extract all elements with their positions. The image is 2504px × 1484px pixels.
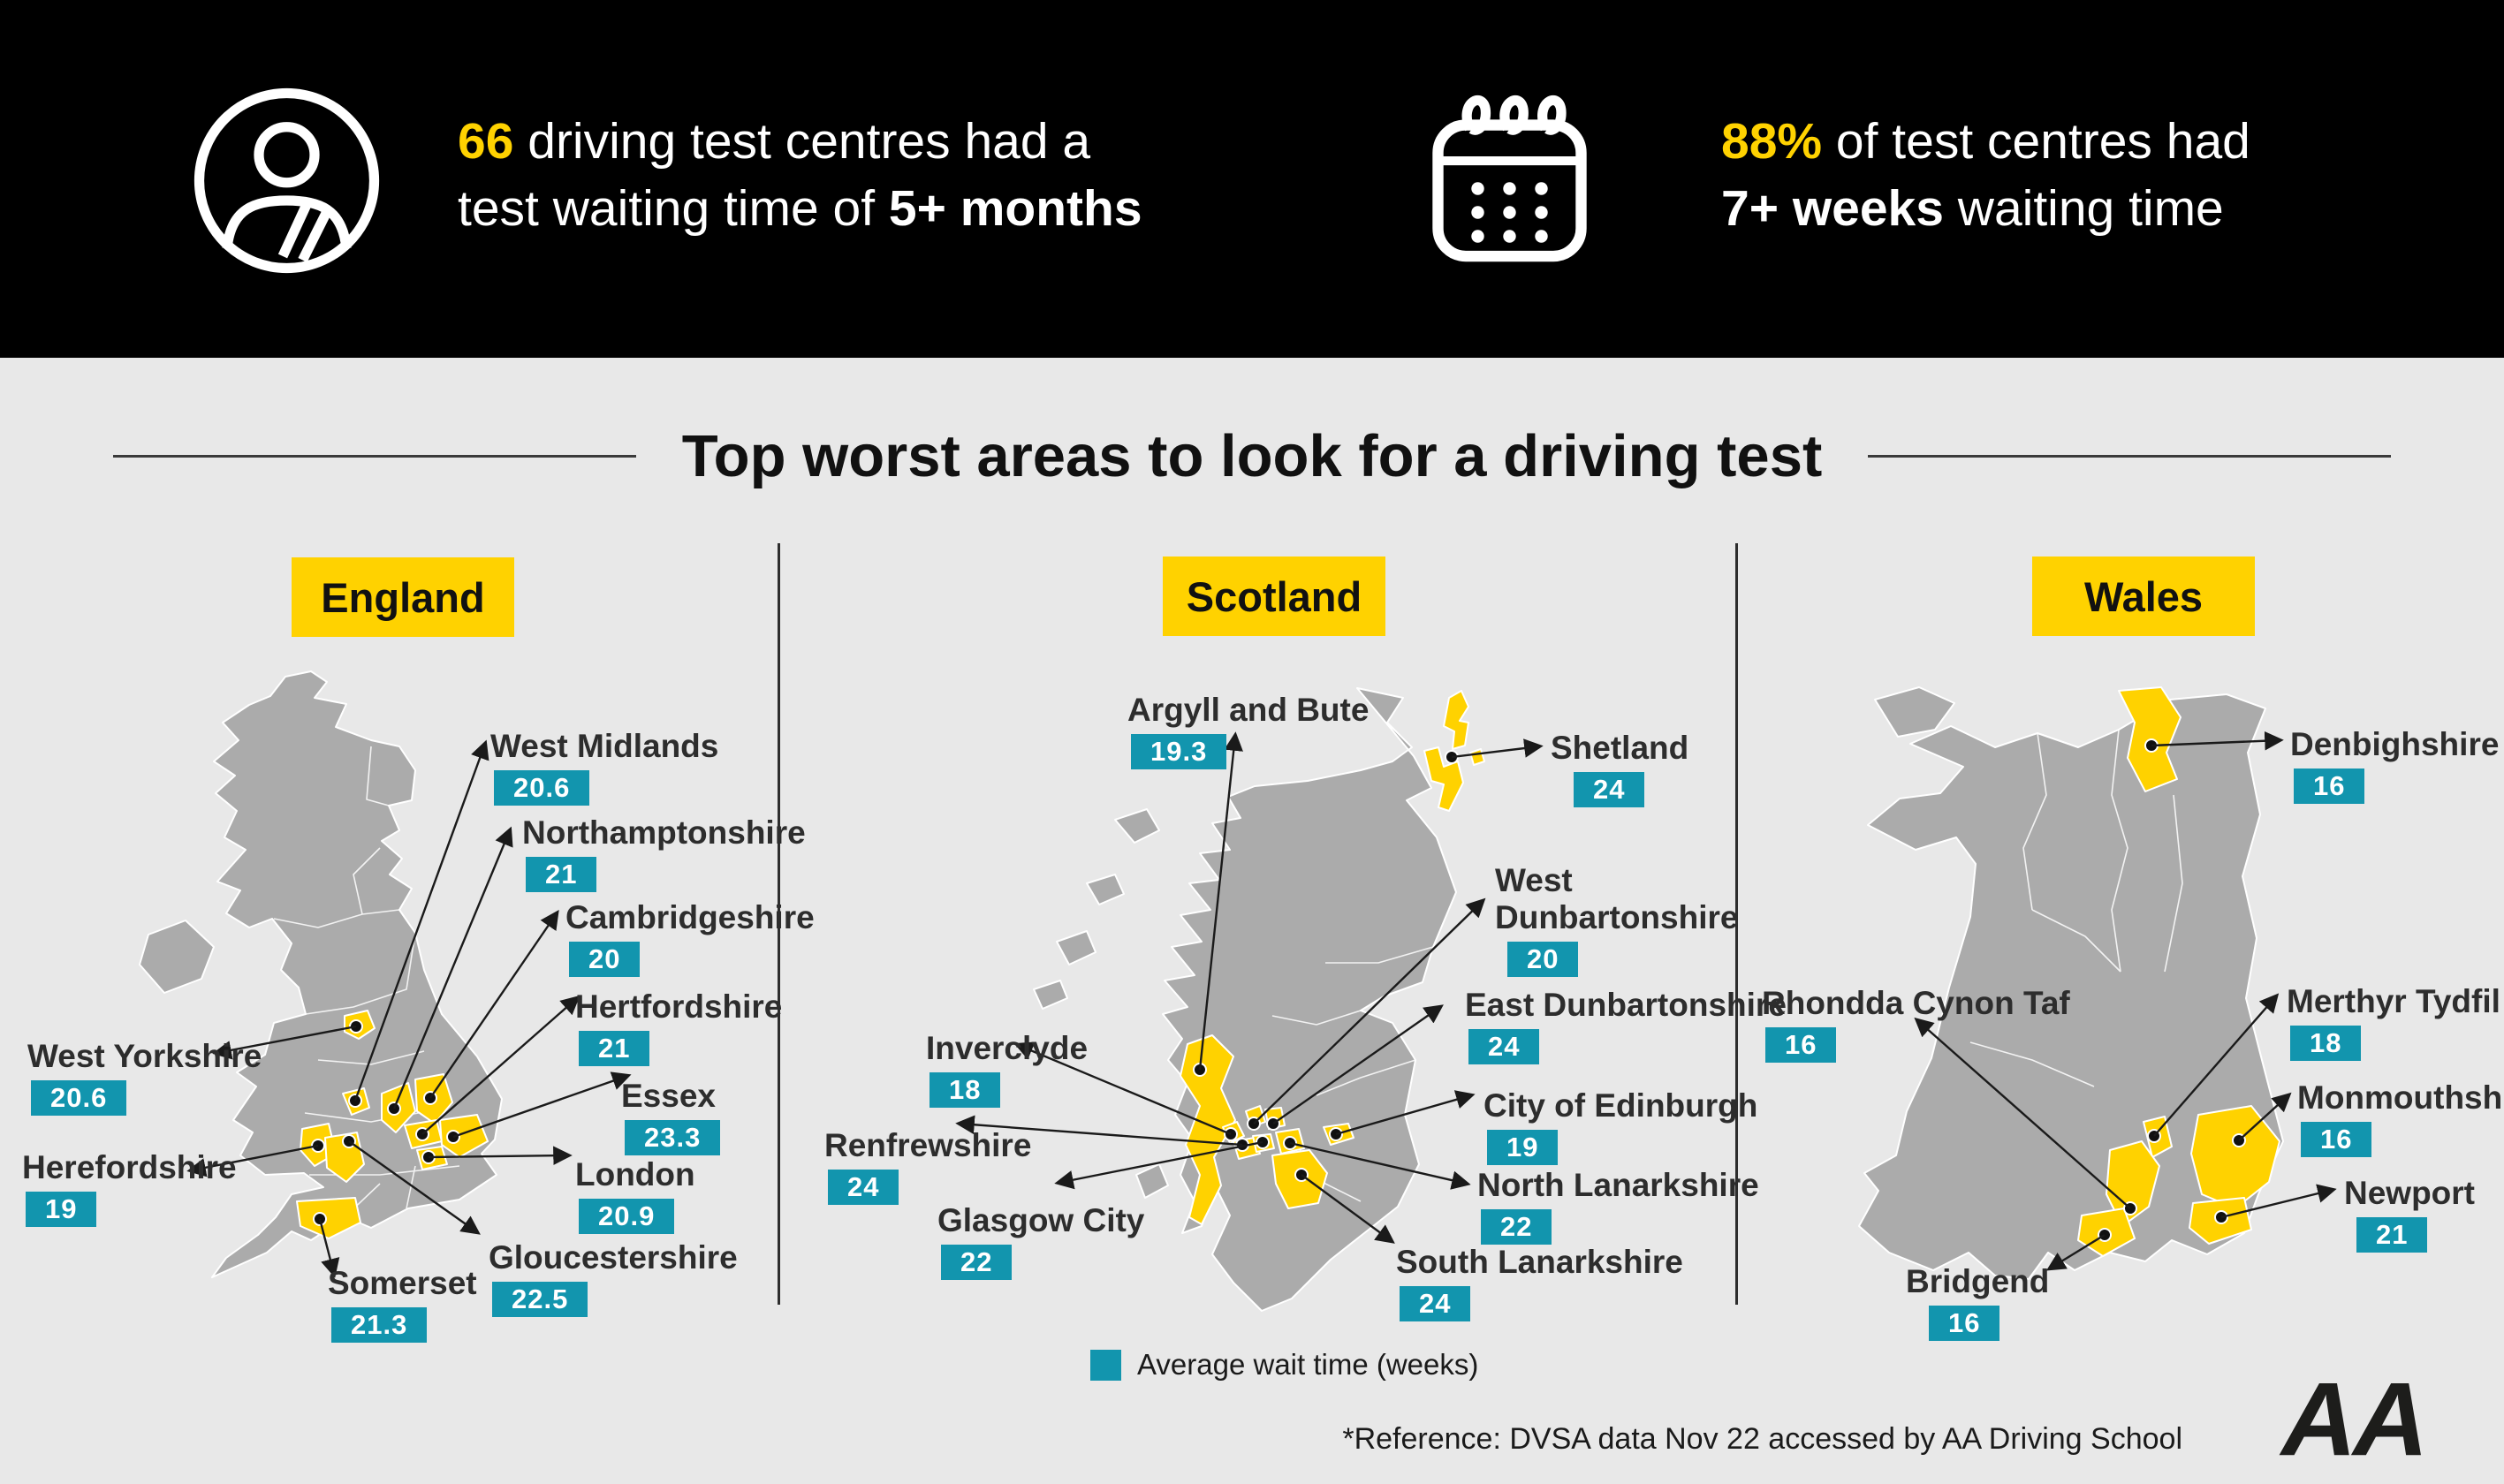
region-label-bridgend: Bridgend 16 — [1906, 1263, 2049, 1341]
calendar-icon — [1410, 81, 1609, 284]
wait-badge: 21 — [579, 1031, 650, 1066]
title-rule-left — [112, 454, 636, 458]
region-label-south-lanarkshire: South Lanarkshire 24 — [1396, 1244, 1683, 1321]
wait-badge: 20 — [569, 942, 641, 977]
wait-badge: 19 — [1487, 1130, 1559, 1165]
region-label-east-dunbartonshire: East Dunbartonshire 24 — [1465, 987, 1787, 1064]
wait-badge: 16 — [1765, 1027, 1837, 1063]
reference-note: *Reference: DVSA data Nov 22 accessed by… — [1342, 1422, 2182, 1456]
region-label-hertfordshire: Hertfordshire 21 — [575, 988, 782, 1066]
wait-badge: 20 — [1507, 942, 1579, 977]
section-header-wales: Wales — [2032, 556, 2255, 636]
section-header-scotland: Scotland — [1163, 556, 1385, 636]
page-title: Top worst areas to look for a driving te… — [681, 422, 1823, 489]
wait-badge: 21 — [2356, 1217, 2428, 1253]
stat-value: 66 — [458, 113, 514, 170]
header-bar: 66 driving test centres had a test waiti… — [0, 0, 2504, 358]
wait-badge: 19.3 — [1131, 734, 1227, 769]
region-label-gloucestershire: Gloucestershire 22.5 — [489, 1239, 738, 1317]
region-label-merthyr-tydfil: Merthyr Tydfil 18 — [2287, 983, 2500, 1061]
wait-badge: 18 — [930, 1072, 1001, 1108]
wait-badge: 24 — [1400, 1286, 1471, 1321]
title-rule-right — [1868, 454, 2392, 458]
region-label-somerset: Somerset 21.3 — [328, 1265, 477, 1343]
region-label-inverclyde: Inverclyde 18 — [926, 1030, 1088, 1108]
wait-badge: 16 — [1929, 1306, 2000, 1341]
wait-badge: 24 — [1574, 772, 1645, 807]
region-label-denbighshire: Denbighshire 16 — [2290, 726, 2499, 804]
legend-swatch-icon — [1090, 1349, 1121, 1381]
region-label-west-yorkshire: West Yorkshire 20.6 — [27, 1038, 262, 1116]
wait-badge: 16 — [2301, 1122, 2372, 1157]
legend-label: Average wait time (weeks) — [1137, 1348, 1479, 1381]
region-label-monmouthshire: Monmouthshire 16 — [2297, 1079, 2504, 1157]
aa-logo: AA — [2281, 1361, 2428, 1478]
stat-5plus-months: 66 driving test centres had a test waiti… — [458, 113, 1142, 237]
region-label-newport: Newport 21 — [2344, 1175, 2475, 1253]
wait-badge: 22.5 — [492, 1282, 588, 1317]
wait-badge: 23.3 — [625, 1120, 721, 1155]
legend: Average wait time (weeks) — [1090, 1348, 1478, 1382]
region-label-rhondda-cynon-taf: Rhondda Cynon Taf 16 — [1762, 985, 2070, 1063]
stat-value: 88% — [1721, 113, 1823, 170]
wait-badge: 24 — [1468, 1029, 1540, 1064]
wait-badge: 22 — [941, 1245, 1013, 1280]
stat-7plus-weeks: 88% of test centres had 7+ weeks waiting… — [1721, 113, 2250, 237]
person-icon — [187, 81, 386, 284]
wait-badge: 20.6 — [494, 770, 590, 806]
region-label-west-midlands: West Midlands 20.6 — [490, 728, 718, 806]
region-label-glasgow-city: Glasgow City 22 — [937, 1202, 1144, 1280]
wait-badge: 16 — [2294, 768, 2365, 804]
region-label-city-of-edinburgh: City of Edinburgh 19 — [1483, 1087, 1757, 1165]
wait-badge: 21.3 — [331, 1307, 428, 1343]
region-label-shetland: Shetland 24 — [1551, 730, 1688, 807]
map-scotland — [955, 687, 1544, 1312]
wait-badge: 18 — [2290, 1026, 2362, 1061]
wait-badge: 22 — [1481, 1209, 1552, 1245]
region-label-west-dunbartonshire: West Dunbartonshire 20 — [1495, 862, 1738, 977]
wait-badge: 21 — [526, 857, 597, 892]
region-label-renfrewshire: Renfrewshire 24 — [824, 1127, 1031, 1205]
map-wales — [1858, 686, 2337, 1280]
map-england — [139, 670, 632, 1278]
wait-badge: 24 — [828, 1170, 899, 1205]
region-label-london: London 20.9 — [575, 1156, 695, 1234]
divider-scotland-wales — [1735, 543, 1738, 1305]
wait-badge: 20.9 — [579, 1199, 675, 1234]
divider-england-scotland — [778, 543, 780, 1305]
region-label-cambridgeshire: Cambridgeshire 20 — [565, 899, 815, 977]
title-row: Top worst areas to look for a driving te… — [0, 413, 2504, 498]
region-label-essex: Essex 23.3 — [621, 1078, 721, 1155]
region-label-argyll-and-bute: Argyll and Bute 19.3 — [1127, 692, 1369, 769]
section-header-england: England — [292, 557, 514, 637]
region-label-north-lanarkshire: North Lanarkshire 22 — [1477, 1167, 1759, 1245]
region-label-herefordshire: Herefordshire 19 — [22, 1149, 237, 1227]
region-label-northamptonshire: Northamptonshire 21 — [522, 814, 806, 892]
wait-badge: 20.6 — [31, 1080, 127, 1116]
wait-badge: 19 — [26, 1192, 97, 1227]
